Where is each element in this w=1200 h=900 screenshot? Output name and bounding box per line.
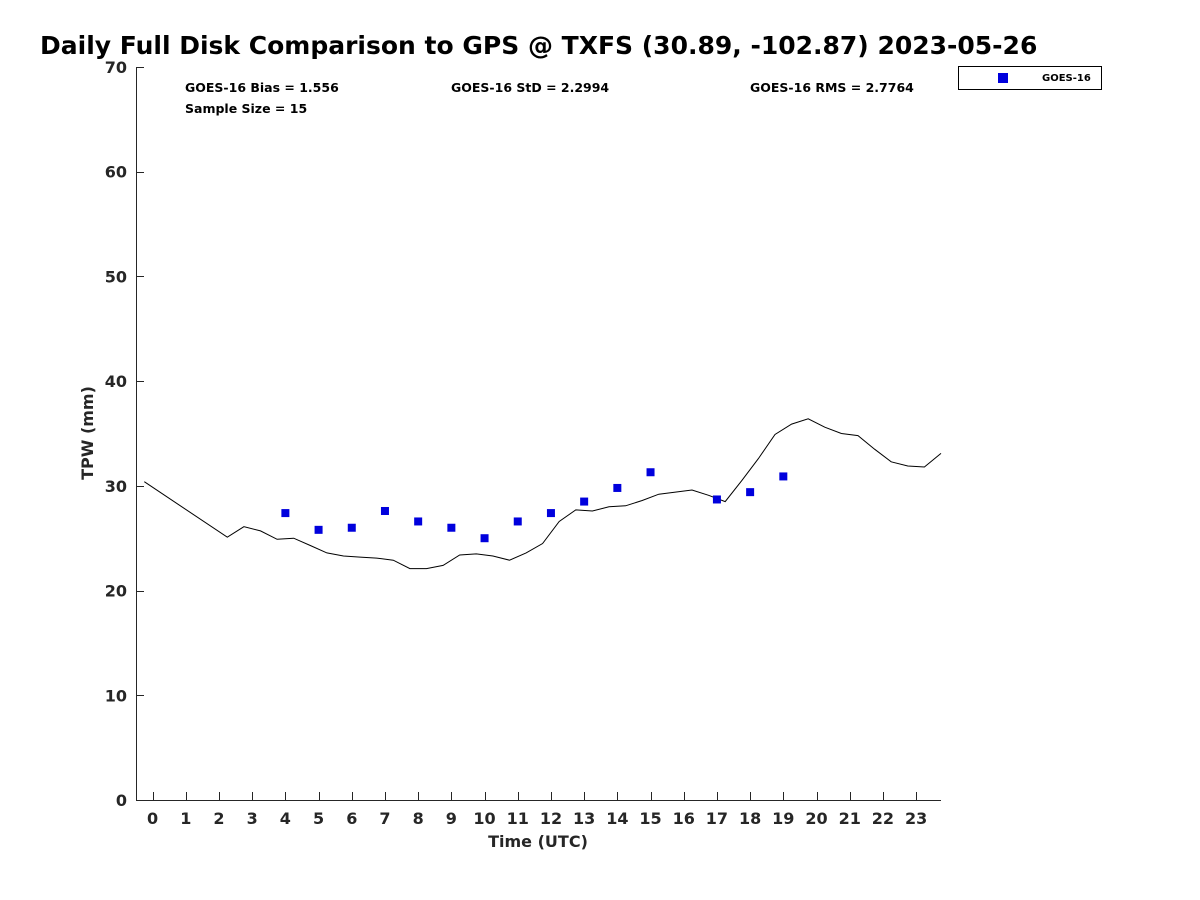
goes-16-point — [613, 483, 622, 492]
x-tick-label: 3 — [247, 809, 258, 828]
goes-16-point — [314, 525, 323, 534]
x-tick-label: 5 — [313, 809, 324, 828]
x-axis-label: Time (UTC) — [488, 832, 588, 851]
y-axis-label: TPW (mm) — [78, 386, 97, 480]
x-tick-label: 18 — [739, 809, 761, 828]
y-tick-label: 20 — [105, 582, 127, 601]
goes-16-point — [779, 472, 788, 481]
goes-16-point — [447, 523, 456, 532]
legend-marker-goes-16 — [998, 73, 1008, 83]
goes-16-point — [746, 488, 755, 497]
goes-16-point — [380, 506, 389, 515]
x-tick-label: 2 — [213, 809, 224, 828]
goes-16-point — [480, 534, 489, 543]
goes-16-point — [646, 468, 655, 477]
legend: GOES-16 — [958, 66, 1102, 90]
x-axis-ticks: 0 1 2 3 4 5 6 7 8 9 10 11 12 13 14 15 16 17 18 19 20 21 22 23 — [147, 792, 927, 828]
x-tick-label: 7 — [379, 809, 390, 828]
x-tick-label: 1 — [180, 809, 191, 828]
goes-16-point — [546, 509, 555, 518]
y-tick-label: 50 — [105, 267, 127, 286]
x-tick-label: 17 — [706, 809, 728, 828]
rms-annotation: GOES-16 RMS = 2.7764 — [750, 80, 914, 95]
x-tick-label: 15 — [639, 809, 661, 828]
sample-size-annotation: Sample Size = 15 — [185, 101, 307, 116]
x-tick-label: 10 — [473, 809, 495, 828]
series-line-gps — [144, 418, 942, 570]
std-annotation: GOES-16 StD = 2.2994 — [451, 80, 609, 95]
y-tick-label: 0 — [116, 791, 127, 810]
x-tick-label: 16 — [673, 809, 695, 828]
x-tick-label: 14 — [606, 809, 628, 828]
goes-16-point — [513, 517, 522, 526]
goes-16-point — [712, 495, 721, 504]
x-tick-label: 9 — [446, 809, 457, 828]
goes-16-point — [414, 517, 423, 526]
goes-16-point — [281, 509, 290, 518]
goes-16-point — [347, 523, 356, 532]
y-tick-label: 30 — [105, 477, 127, 496]
legend-label-goes-16: GOES-16 — [1042, 73, 1091, 84]
y-tick-label: 70 — [105, 58, 127, 77]
y-tick-label: 60 — [105, 163, 127, 182]
x-tick-label: 22 — [872, 809, 894, 828]
x-tick-label: 11 — [507, 809, 529, 828]
chart-title: Daily Full Disk Comparison to GPS @ TXFS… — [40, 31, 1037, 60]
x-tick-label: 23 — [905, 809, 927, 828]
x-tick-label: 6 — [346, 809, 357, 828]
goes-16-point — [580, 497, 589, 506]
y-tick-label: 40 — [105, 372, 127, 391]
x-tick-label: 20 — [805, 809, 827, 828]
x-tick-label: 4 — [280, 809, 291, 828]
series-points-goes-16 — [281, 468, 788, 543]
y-tick-label: 10 — [105, 686, 127, 705]
legend-box — [958, 66, 1102, 90]
bias-annotation: GOES-16 Bias = 1.556 — [185, 80, 339, 95]
x-tick-label: 13 — [573, 809, 595, 828]
x-tick-label: 19 — [772, 809, 794, 828]
x-tick-label: 21 — [839, 809, 861, 828]
y-axis-ticks: 0 10 20 30 40 50 60 70 — [105, 58, 144, 810]
x-tick-label: 12 — [540, 809, 562, 828]
x-tick-label: 8 — [413, 809, 424, 828]
x-tick-label: 0 — [147, 809, 158, 828]
